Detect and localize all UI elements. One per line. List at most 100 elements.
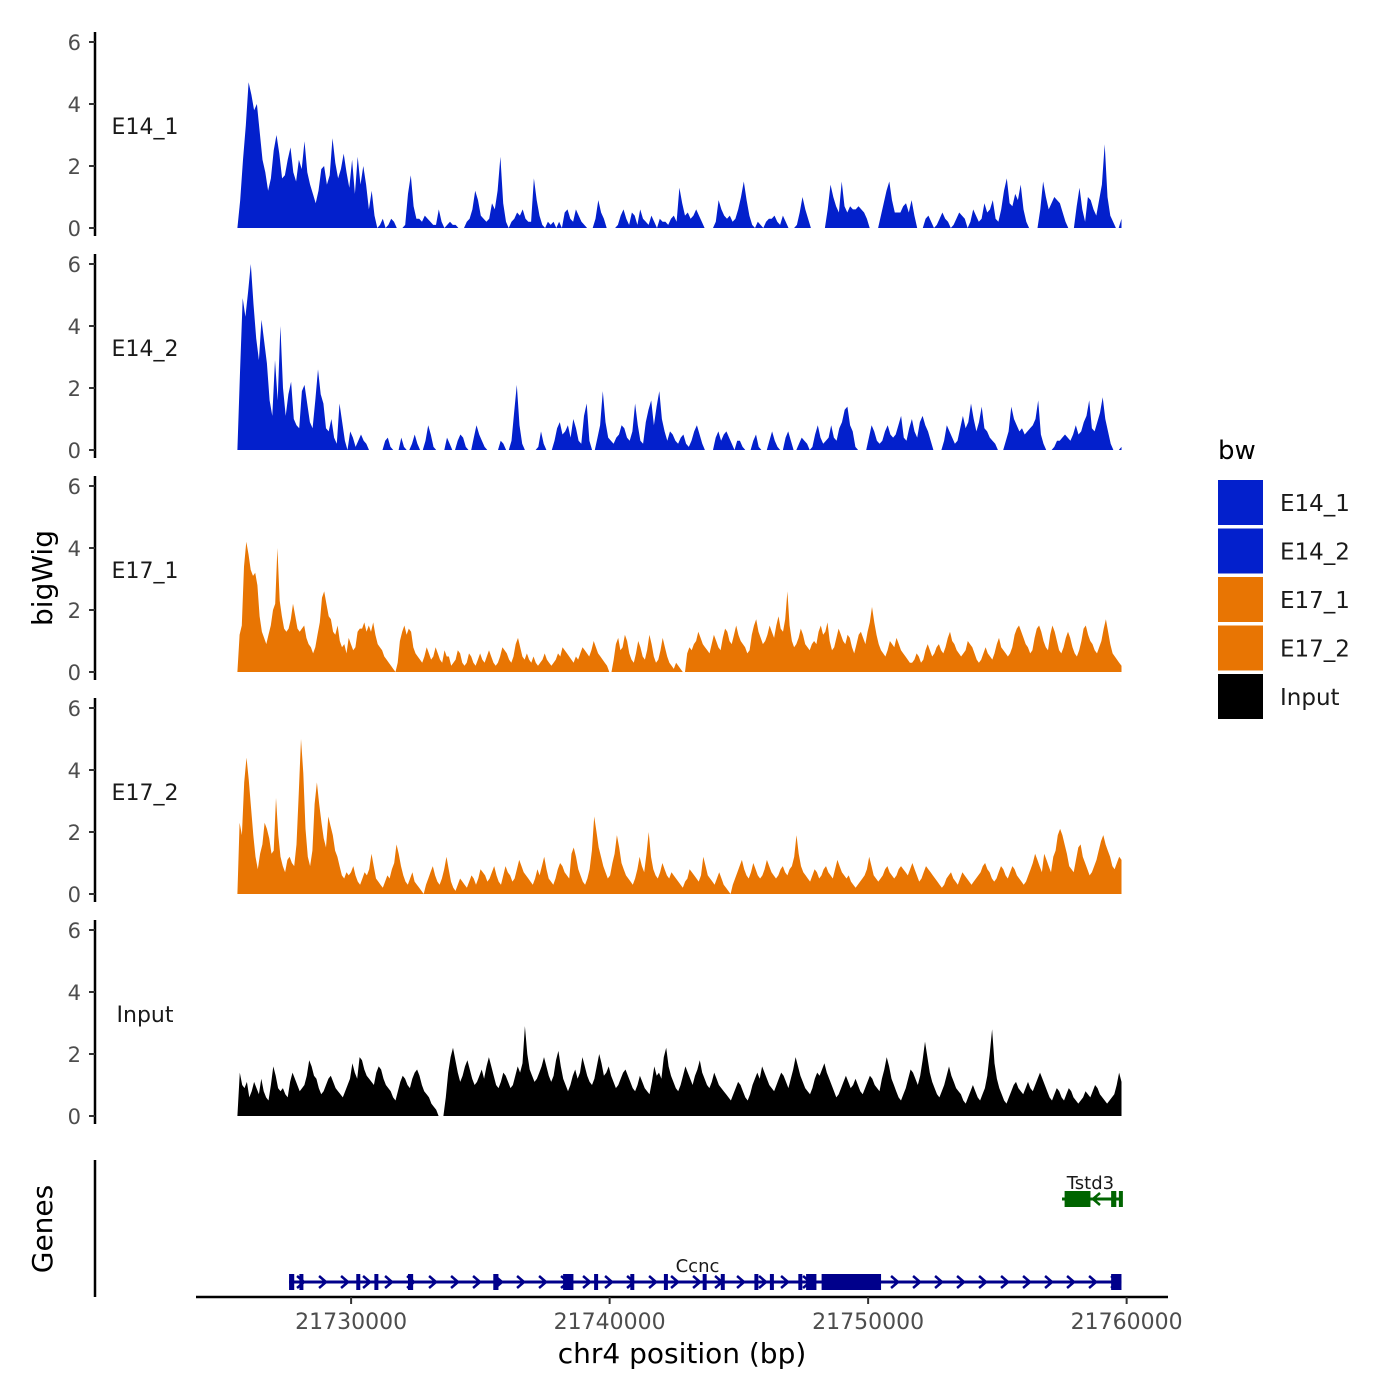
exon (663, 1274, 668, 1290)
legend-swatch (1218, 577, 1263, 622)
legend-label: E17_1 (1280, 588, 1350, 614)
legend-swatch (1218, 480, 1263, 525)
track-label: E17_1 (112, 559, 179, 584)
y-tick-label: 2 (68, 821, 81, 845)
y-tick-label: 2 (68, 599, 81, 623)
coverage-area-E14_1 (237, 82, 1122, 228)
exon (1111, 1274, 1122, 1290)
legend-label: E14_1 (1280, 491, 1350, 517)
strand-arrow (912, 1275, 922, 1289)
y-tick-label: 4 (68, 315, 81, 339)
gene-Ccnc: Ccnc (289, 1256, 1122, 1290)
y-tick-label: 6 (68, 253, 81, 277)
track-Input: 0 2 4 6 Input (68, 919, 1122, 1129)
y-tick-label: 4 (68, 981, 81, 1005)
gene-label: Tstd3 (1066, 1173, 1114, 1194)
y-tick-label: 4 (68, 93, 81, 117)
gene-label: Ccnc (676, 1256, 720, 1277)
coverage-area-E14_2 (237, 264, 1122, 450)
exon (798, 1274, 803, 1290)
y-tick-label: 0 (68, 439, 81, 463)
strand-arrow (450, 1275, 460, 1289)
track-label: E17_2 (112, 781, 179, 806)
x-tick-label: 21730000 (295, 1310, 407, 1335)
exon (374, 1274, 379, 1290)
y-tick-label: 0 (68, 1105, 81, 1129)
strand-arrow (670, 1275, 680, 1289)
y-tick-label: 6 (68, 31, 81, 55)
exon (702, 1274, 707, 1290)
strand-arrow (956, 1275, 966, 1289)
strand-arrow (538, 1275, 548, 1289)
legend-swatch (1218, 528, 1263, 574)
track-E17_2: 0 2 4 6 E17_2 (68, 697, 1122, 907)
exon (289, 1274, 295, 1290)
y-tick-label: 0 (68, 883, 81, 907)
strand-arrow (582, 1275, 592, 1289)
x-axis-title: chr4 position (bp) (558, 1337, 807, 1370)
strand-arrow (1088, 1275, 1098, 1289)
genes-axis-title: Genes (26, 1185, 59, 1273)
exon (769, 1274, 774, 1290)
y-tick-label: 0 (68, 661, 81, 685)
strand-arrow (1044, 1275, 1054, 1289)
track-label: E14_1 (112, 115, 179, 140)
strand-arrow (978, 1275, 988, 1289)
strand-arrow (516, 1275, 526, 1289)
exon (407, 1274, 414, 1290)
y-tick-label: 4 (68, 537, 81, 561)
strand-arrow (318, 1275, 328, 1289)
exon (356, 1274, 361, 1290)
track-label: E14_2 (112, 337, 179, 362)
y-tick-label: 2 (68, 155, 81, 179)
exon (1118, 1191, 1123, 1207)
x-tick-label: 21760000 (1071, 1310, 1183, 1335)
x-axis: 21730000 21740000 21750000 21760000 (196, 1295, 1183, 1335)
gene-Tstd3: Tstd3 (1062, 1173, 1123, 1207)
strand-arrow (736, 1275, 746, 1289)
exon (630, 1274, 635, 1290)
exon (563, 1274, 574, 1290)
exon (821, 1274, 882, 1290)
exon (594, 1274, 599, 1290)
strand-arrow (384, 1275, 394, 1289)
legend-label: E14_2 (1280, 540, 1350, 566)
tracks-layer: 0 2 4 6 E14_1 0 2 4 6 E14_2 0 2 4 6 E17_1 0 2 4 6 E17_2 0 2 4 6… (68, 31, 1122, 1129)
legend-label: E17_2 (1280, 637, 1350, 663)
exon (754, 1274, 759, 1290)
track-label: Input (117, 1003, 174, 1028)
y-tick-label: 6 (68, 475, 81, 499)
strand-arrow (1022, 1275, 1032, 1289)
legend-swatch (1218, 625, 1263, 671)
track-E17_1: 0 2 4 6 E17_1 (68, 475, 1122, 685)
exon (1064, 1191, 1091, 1207)
strand-arrow (1091, 1192, 1101, 1206)
coverage-area-E17_2 (237, 739, 1122, 894)
strand-arrow (428, 1275, 438, 1289)
exon (493, 1274, 499, 1290)
legend-label: Input (1280, 685, 1340, 711)
y-tick-label: 4 (68, 759, 81, 783)
strand-arrow (296, 1275, 306, 1289)
y-axis-title: bigWig (26, 530, 59, 626)
legend-title: bw (1218, 436, 1256, 466)
strand-arrow (934, 1275, 944, 1289)
strand-arrow (890, 1275, 900, 1289)
coverage-area-Input (237, 1026, 1122, 1116)
strand-arrow (1066, 1275, 1076, 1289)
track-E14_1: 0 2 4 6 E14_1 (68, 31, 1122, 241)
track-E14_2: 0 2 4 6 E14_2 (68, 253, 1122, 463)
strand-arrow (758, 1275, 768, 1289)
exon (806, 1274, 817, 1290)
strand-arrow (604, 1275, 614, 1289)
genes-track: Ccnc Tstd3 (93, 1160, 1123, 1297)
y-tick-label: 0 (68, 217, 81, 241)
strand-arrow (648, 1275, 658, 1289)
legend-swatch (1218, 674, 1263, 719)
strand-arrow (692, 1275, 702, 1289)
strand-arrow (780, 1275, 790, 1289)
exon (720, 1274, 725, 1290)
exon (299, 1274, 304, 1290)
